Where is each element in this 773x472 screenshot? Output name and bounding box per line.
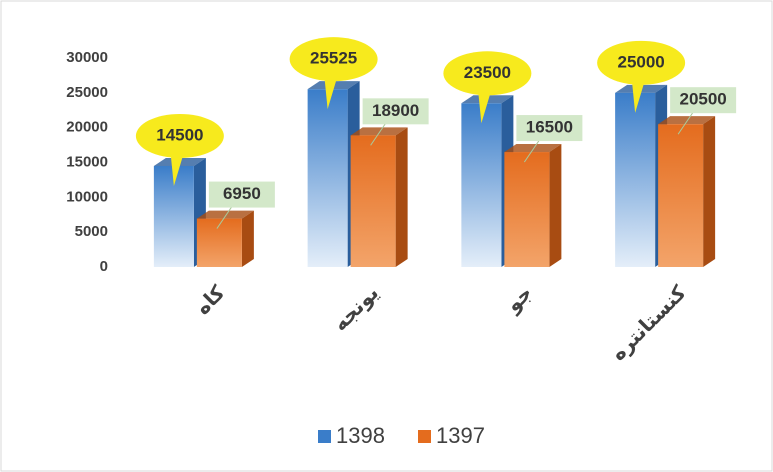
bar [658,124,704,267]
y-tick-label: 10000 [66,188,108,205]
bar-side [703,116,716,267]
callout-leader [677,111,694,135]
value-label: 23500 [464,63,511,82]
legend-swatch [318,430,331,443]
bar [307,89,348,267]
value-label: 25525 [310,49,357,68]
y-tick-label: 15000 [66,153,108,170]
callout [289,37,378,82]
callout [670,87,737,114]
value-label: 20500 [679,90,726,109]
value-label: 18900 [372,101,419,120]
bar [504,152,550,267]
bar-top [658,116,716,125]
y-tick-label: 0 [100,258,108,275]
bar [461,103,502,268]
bar [350,135,396,267]
y-tick-label: 30000 [66,49,108,66]
y-tick-label: 5000 [75,223,108,240]
callout [208,181,275,208]
callout-leader [370,123,387,146]
callout [135,113,224,158]
callout [443,51,532,96]
callout-leader [523,139,540,163]
bar-top [504,144,562,153]
bar [196,218,242,267]
value-label: 6950 [223,184,261,203]
callout [597,40,686,85]
bar-side [549,144,562,267]
bar-top [350,127,408,136]
y-tick-label: 20000 [66,119,108,136]
legend-swatch [418,430,431,443]
legend-label: 1397 [436,423,485,448]
callout [516,115,583,142]
callout [362,98,429,125]
legend-label: 1398 [336,423,385,448]
value-label: 14500 [156,125,203,144]
bar-side [241,210,254,267]
bar [615,92,656,267]
y-tick-label: 25000 [66,84,108,101]
value-label: 25000 [617,52,664,71]
callout-leader [216,206,233,229]
bar-top [196,210,254,219]
bar-side [395,127,408,267]
value-label: 16500 [526,118,573,137]
